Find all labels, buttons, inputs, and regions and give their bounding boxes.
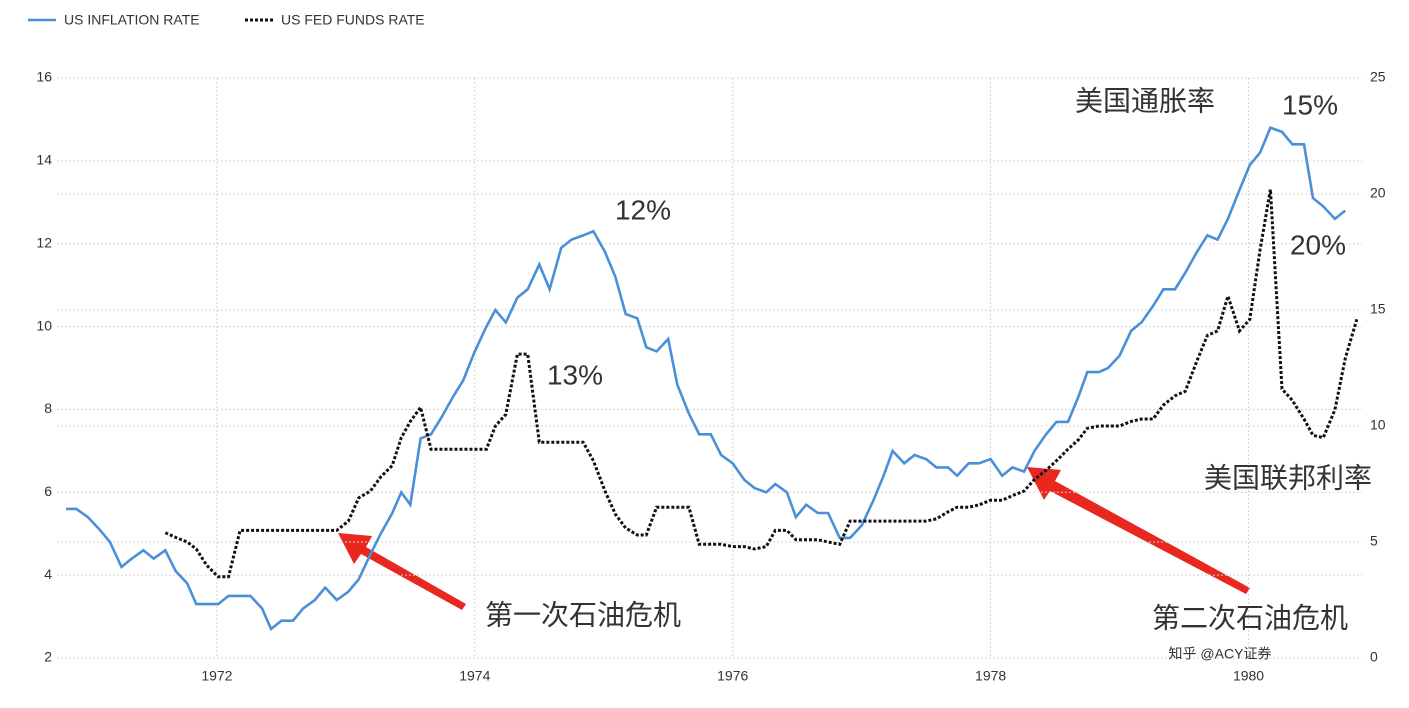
- y-tick-label: 8: [44, 400, 52, 416]
- arrow: [338, 533, 466, 610]
- y-tick-label: 4: [44, 566, 52, 582]
- annotation: 美国通胀率: [1075, 85, 1215, 116]
- y2-tick-label: 20: [1370, 185, 1386, 201]
- annotation: 12%: [615, 194, 671, 225]
- annotation: 第二次石油危机: [1152, 602, 1348, 633]
- annotation: 13%: [547, 359, 603, 390]
- x-tick-label: 1976: [717, 668, 748, 684]
- series-line: [164, 189, 1359, 579]
- annotation: 15%: [1282, 89, 1338, 120]
- y2-tick-label: 5: [1370, 533, 1378, 549]
- x-tick-label: 1978: [975, 668, 1006, 684]
- annotation: 20%: [1290, 229, 1346, 260]
- y-tick-label: 14: [36, 152, 52, 168]
- y2-tick-label: 0: [1370, 649, 1378, 665]
- y-tick-label: 16: [36, 69, 52, 85]
- y2-tick-label: 10: [1370, 417, 1386, 433]
- y2-tick-label: 25: [1370, 69, 1386, 85]
- arrow: [1027, 467, 1250, 594]
- series-line: [66, 126, 1347, 632]
- watermark: 知乎 @ACY证券: [1169, 646, 1272, 662]
- x-tick-label: 1980: [1233, 668, 1264, 684]
- y-tick-label: 2: [44, 649, 52, 665]
- y2-tick-label: 15: [1370, 301, 1386, 317]
- x-tick-label: 1974: [459, 668, 490, 684]
- annotation: 第一次石油危机: [485, 599, 681, 630]
- y-tick-label: 12: [36, 234, 52, 250]
- legend-label: US INFLATION RATE: [64, 12, 200, 28]
- x-tick-label: 1972: [201, 668, 232, 684]
- legend-label: US FED FUNDS RATE: [281, 12, 425, 28]
- y-tick-label: 10: [36, 317, 52, 333]
- y-tick-label: 6: [44, 483, 52, 499]
- annotation: 美国联邦利率: [1204, 462, 1372, 493]
